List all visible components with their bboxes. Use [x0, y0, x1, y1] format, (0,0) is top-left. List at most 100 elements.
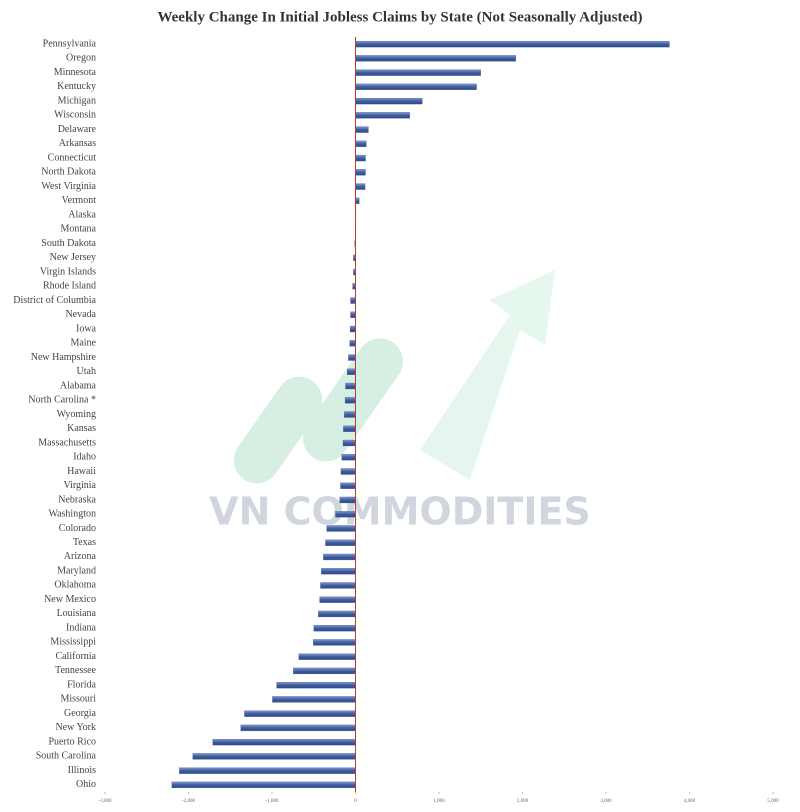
y-tick-label: Arkansas [59, 138, 96, 149]
bar [192, 753, 356, 760]
bar [355, 97, 423, 105]
bar [293, 667, 356, 675]
bar [276, 682, 356, 689]
bar [320, 582, 356, 589]
y-tick-label: Florida [67, 679, 96, 690]
y-tick-label: Alaska [68, 209, 96, 220]
bar [325, 539, 356, 546]
bar [323, 553, 356, 561]
y-tick-label: California [55, 651, 96, 662]
bar [343, 425, 356, 432]
y-tick-label: Pennsylvania [43, 38, 97, 49]
bar [340, 482, 356, 489]
y-tick-label: Colorado [59, 523, 96, 534]
x-tick-label: 1,000 [433, 799, 445, 804]
y-tick-label: Missouri [60, 694, 96, 705]
bar [171, 781, 356, 789]
y-tick-label: Ohio [76, 779, 96, 790]
y-tick-label: District of Columbia [13, 295, 96, 306]
bar [339, 496, 356, 504]
y-tick-label: Michigan [58, 95, 96, 106]
y-tick-label: New Mexico [44, 594, 96, 605]
bar [313, 625, 356, 632]
chart-title: Weekly Change In Initial Jobless Claims … [157, 9, 642, 25]
y-tick-label: Hawaii [67, 466, 96, 477]
bar [355, 83, 477, 91]
bar [349, 340, 356, 347]
bar [321, 568, 356, 575]
watermark-logo [233, 270, 555, 484]
y-tick-label: Oklahoma [54, 580, 96, 591]
bar [326, 525, 356, 532]
bar [335, 511, 356, 518]
y-tick-label: Washington [48, 509, 96, 520]
bar [355, 169, 366, 176]
x-tick-label: 0 [354, 799, 357, 804]
y-tick-label: Connecticut [48, 152, 97, 163]
bar [349, 325, 356, 333]
y-tick-label: West Virginia [41, 181, 96, 192]
y-tick-label: Georgia [64, 708, 97, 719]
y-tick-label: South Carolina [36, 751, 97, 762]
bar [179, 767, 356, 774]
bar [350, 297, 356, 304]
y-tick-label: Texas [73, 537, 96, 548]
bar [340, 468, 356, 475]
y-tick-label: New Jersey [50, 252, 96, 263]
x-tick-label: 5,000 [767, 799, 779, 804]
bar [348, 354, 356, 361]
bar [355, 126, 369, 133]
y-tick-label: Kentucky [57, 81, 96, 92]
y-tick-label: New York [55, 722, 96, 733]
bar [319, 596, 356, 603]
bar [355, 69, 481, 76]
y-tick-label: Virgin Islands [40, 266, 96, 277]
y-tick-label: Montana [60, 224, 96, 235]
y-tick-label: Puerto Rico [49, 736, 97, 747]
y-tick-label: Maine [70, 338, 96, 349]
y-tick-label: Idaho [73, 452, 96, 463]
y-tick-label: Kansas [67, 423, 96, 434]
x-tick-label: -3,000 [99, 799, 112, 804]
bar [344, 411, 356, 418]
y-tick-label: Indiana [66, 622, 97, 633]
y-tick-label: North Carolina * [28, 395, 96, 406]
y-tick-label: New Hampshire [31, 352, 97, 363]
y-tick-label: Maryland [57, 565, 96, 576]
x-tick-label: -2,000 [182, 799, 195, 804]
bar [298, 653, 356, 660]
y-tick-label: North Dakota [41, 167, 96, 178]
y-tick-label: Arizona [64, 551, 97, 562]
y-tick-label: Minnesota [54, 67, 97, 78]
y-tick-label: Wisconsin [54, 110, 96, 121]
y-tick-label: Massachusetts [38, 437, 96, 448]
bar [344, 397, 356, 404]
y-tick-label: Virginia [63, 480, 96, 491]
bar [318, 610, 356, 618]
y-tick-label: Illinois [68, 765, 96, 776]
watermark: VN COMMODITIES [209, 490, 591, 534]
bar [355, 55, 516, 62]
bar [212, 738, 356, 746]
x-tick-label: 3,000 [600, 799, 612, 804]
y-tick-label: Utah [77, 366, 96, 377]
bar [345, 382, 356, 390]
bar [244, 710, 356, 717]
bar [313, 639, 356, 646]
bar [341, 454, 356, 461]
y-tick-label: Louisiana [57, 608, 97, 619]
y-tick-label: Mississippi [50, 637, 96, 648]
y-tick-label: Iowa [76, 323, 97, 334]
y-tick-label: Nebraska [58, 494, 96, 505]
y-tick-label: Vermont [62, 195, 97, 206]
y-tick-label: Nevada [65, 309, 96, 320]
bar [355, 140, 367, 147]
bar [240, 724, 356, 732]
x-tick-label: 4,000 [684, 799, 696, 804]
y-tick-label: Wyoming [57, 409, 96, 420]
y-tick-label: South Dakota [41, 238, 96, 249]
bar [355, 112, 410, 119]
bar [346, 368, 356, 375]
y-tick-label: Tennessee [55, 665, 97, 676]
